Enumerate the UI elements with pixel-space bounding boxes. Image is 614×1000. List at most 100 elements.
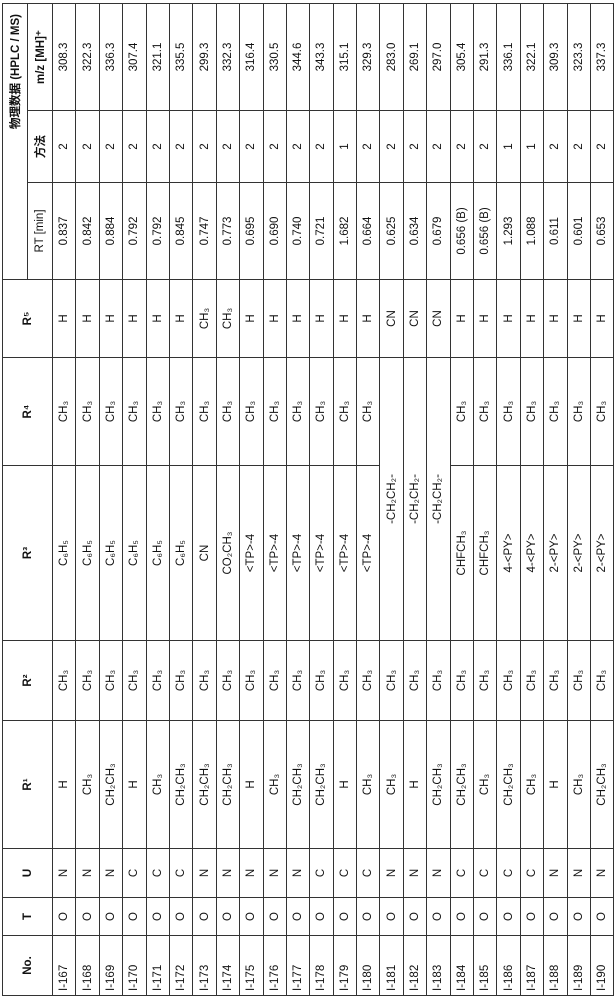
cell-u: C xyxy=(497,849,520,898)
cell-r4: CH₃ xyxy=(333,358,356,466)
cell-no: I-180 xyxy=(357,936,380,996)
cell-r1: H xyxy=(403,721,426,849)
cell-u: C xyxy=(333,849,356,898)
cell-mz: 332.3 xyxy=(216,4,239,111)
cell-rt: 0.625 xyxy=(380,183,403,280)
cell-r1: CH₂CH₃ xyxy=(286,721,309,849)
cell-r5: H xyxy=(169,280,192,358)
cell-no: I-178 xyxy=(310,936,333,996)
cell-r2: CH₃ xyxy=(590,641,613,721)
cell-t: O xyxy=(520,898,543,936)
cell-no: I-172 xyxy=(169,936,192,996)
cell-r5: H xyxy=(99,280,122,358)
cell-r4: CH₃ xyxy=(590,358,613,466)
cell-r1: H xyxy=(333,721,356,849)
cell-t: O xyxy=(544,898,567,936)
cell-u: C xyxy=(474,849,497,898)
cell-r34: -CH₂CH₂- xyxy=(380,358,403,641)
cell-r4: CH₃ xyxy=(99,358,122,466)
cell-r4: CH₃ xyxy=(310,358,333,466)
cell-rt: 0.740 xyxy=(286,183,309,280)
cell-u: C xyxy=(123,849,146,898)
cell-r1: CH₂CH₃ xyxy=(310,721,333,849)
cell-r4: CH₃ xyxy=(263,358,286,466)
cell-method: 1 xyxy=(520,111,543,183)
cell-r5: H xyxy=(567,280,590,358)
cell-u: C xyxy=(146,849,169,898)
table-row: I-175ONHCH₃<TP>-4CH₃H0.6952316.4 xyxy=(240,4,263,996)
cell-r2: CH₃ xyxy=(310,641,333,721)
cell-t: O xyxy=(357,898,380,936)
cell-u: N xyxy=(286,849,309,898)
cell-no: I-175 xyxy=(240,936,263,996)
cell-r3: 4-<PY> xyxy=(497,466,520,641)
cell-r5: H xyxy=(450,280,473,358)
cell-r3: <TP>-4 xyxy=(357,466,380,641)
cell-r4: CH₃ xyxy=(240,358,263,466)
cell-t: O xyxy=(99,898,122,936)
cell-r1: H xyxy=(240,721,263,849)
cell-no: I-188 xyxy=(544,936,567,996)
cell-rt: 0.690 xyxy=(263,183,286,280)
cell-r1: CH₃ xyxy=(146,721,169,849)
cell-r2: CH₃ xyxy=(357,641,380,721)
cell-method: 2 xyxy=(403,111,426,183)
cell-method: 2 xyxy=(123,111,146,183)
cell-method: 2 xyxy=(474,111,497,183)
cell-rt: 1.293 xyxy=(497,183,520,280)
cell-r5: H xyxy=(333,280,356,358)
cell-r1: CH₃ xyxy=(357,721,380,849)
cell-r4: CH₃ xyxy=(357,358,380,466)
cell-r5: H xyxy=(123,280,146,358)
header-r2: R² xyxy=(3,641,53,721)
cell-u: C xyxy=(450,849,473,898)
cell-no: I-185 xyxy=(474,936,497,996)
cell-mz: 299.3 xyxy=(193,4,216,111)
cell-u: N xyxy=(53,849,76,898)
cell-mz: 344.6 xyxy=(286,4,309,111)
cell-method: 2 xyxy=(263,111,286,183)
cell-method: 1 xyxy=(497,111,520,183)
cell-rt: 0.721 xyxy=(310,183,333,280)
cell-r1: CH₃ xyxy=(76,721,99,849)
table-row: I-185OCCH₃CH₃CHFCH₃CH₃H0.656 (B)2291.3 xyxy=(474,4,497,996)
cell-r2: CH₃ xyxy=(263,641,286,721)
cell-r2: CH₃ xyxy=(567,641,590,721)
cell-rt: 0.837 xyxy=(53,183,76,280)
cell-t: O xyxy=(123,898,146,936)
cell-r4: CH₃ xyxy=(520,358,543,466)
cell-no: I-184 xyxy=(450,936,473,996)
cell-t: O xyxy=(590,898,613,936)
cell-r2: CH₃ xyxy=(99,641,122,721)
header-no: No. xyxy=(3,936,53,996)
table-row: I-173ONCH₂CH₃CH₃CNCH₃CH₃0.7472299.3 xyxy=(193,4,216,996)
cell-r4: CH₃ xyxy=(216,358,239,466)
cell-r4: CH₃ xyxy=(450,358,473,466)
cell-r2: CH₃ xyxy=(193,641,216,721)
cell-u: N xyxy=(193,849,216,898)
table-row: I-169ONCH₂CH₃CH₃C₆H₅CH₃H0.8842336.3 xyxy=(99,4,122,996)
cell-method: 2 xyxy=(450,111,473,183)
cell-rt: 0.792 xyxy=(123,183,146,280)
table-row: I-183ONCH₂CH₃CH₃-CH₂CH₂-CN0.6792297.0 xyxy=(427,4,450,996)
cell-r5: H xyxy=(286,280,309,358)
cell-r1: CH₂CH₃ xyxy=(427,721,450,849)
cell-r3: CO₂CH₃ xyxy=(216,466,239,641)
table-row: I-178OCCH₂CH₃CH₃<TP>-4CH₃H0.7212343.3 xyxy=(310,4,333,996)
cell-method: 2 xyxy=(216,111,239,183)
cell-rt: 0.653 xyxy=(590,183,613,280)
cell-r34: -CH₂CH₂- xyxy=(427,358,450,641)
cell-r1: CH₂CH₃ xyxy=(590,721,613,849)
table-body: I-167ONHCH₃C₆H₅CH₃H0.8372308.3I-168ONCH₃… xyxy=(53,4,614,996)
cell-mz: 336.1 xyxy=(497,4,520,111)
cell-r1: CH₂CH₃ xyxy=(193,721,216,849)
cell-t: O xyxy=(310,898,333,936)
cell-no: I-169 xyxy=(99,936,122,996)
header-r3: R³ xyxy=(3,466,53,641)
cell-r3: C₆H₅ xyxy=(99,466,122,641)
cell-r3: 2-<PY> xyxy=(544,466,567,641)
cell-r2: CH₃ xyxy=(427,641,450,721)
cell-mz: 283.0 xyxy=(380,4,403,111)
cell-method: 2 xyxy=(286,111,309,183)
cell-r2: CH₃ xyxy=(240,641,263,721)
